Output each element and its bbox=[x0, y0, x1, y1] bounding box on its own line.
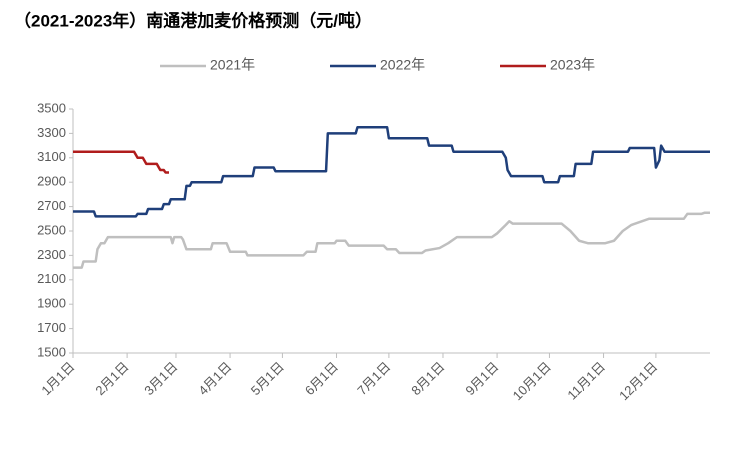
y-tick-label: 2500 bbox=[37, 222, 66, 237]
y-tick-label: 1500 bbox=[37, 344, 66, 359]
y-tick-label: 1700 bbox=[37, 320, 66, 335]
y-tick-label: 2300 bbox=[37, 247, 66, 262]
x-tick-label: 9月1日 bbox=[462, 359, 501, 398]
y-tick-label: 3100 bbox=[37, 149, 66, 164]
y-tick-label: 1900 bbox=[37, 296, 66, 311]
x-tick-label: 8月1日 bbox=[408, 359, 447, 398]
x-tick-label: 12月1日 bbox=[616, 359, 660, 403]
x-tick-label: 4月1日 bbox=[195, 359, 234, 398]
y-tick-label: 2700 bbox=[37, 198, 66, 213]
x-tick-label: 3月1日 bbox=[141, 359, 180, 398]
y-tick-label: 2900 bbox=[37, 174, 66, 189]
chart-title: （2021-2023年）南通港加麦价格预测（元/吨） bbox=[14, 10, 372, 30]
x-tick-label: 5月1日 bbox=[248, 359, 287, 398]
y-tick-label: 3300 bbox=[37, 125, 66, 140]
x-tick-label: 11月1日 bbox=[564, 359, 608, 403]
x-tick-label: 1月1日 bbox=[38, 359, 77, 398]
x-tick-label: 2月1日 bbox=[92, 359, 131, 398]
x-tick-label: 7月1日 bbox=[354, 359, 393, 398]
series-line bbox=[73, 211, 710, 269]
legend-label: 2023年 bbox=[550, 57, 595, 73]
legend-label: 2021年 bbox=[210, 57, 255, 73]
y-tick-label: 3500 bbox=[37, 100, 66, 115]
x-tick-label: 10月1日 bbox=[510, 359, 554, 403]
legend: 2021年 2022年 2023年 bbox=[160, 57, 595, 73]
x-tick-label: 6月1日 bbox=[302, 359, 341, 398]
y-tick-label: 2100 bbox=[37, 271, 66, 286]
series-line bbox=[73, 150, 169, 174]
legend-label: 2022年 bbox=[380, 57, 425, 73]
series-line bbox=[73, 126, 710, 218]
